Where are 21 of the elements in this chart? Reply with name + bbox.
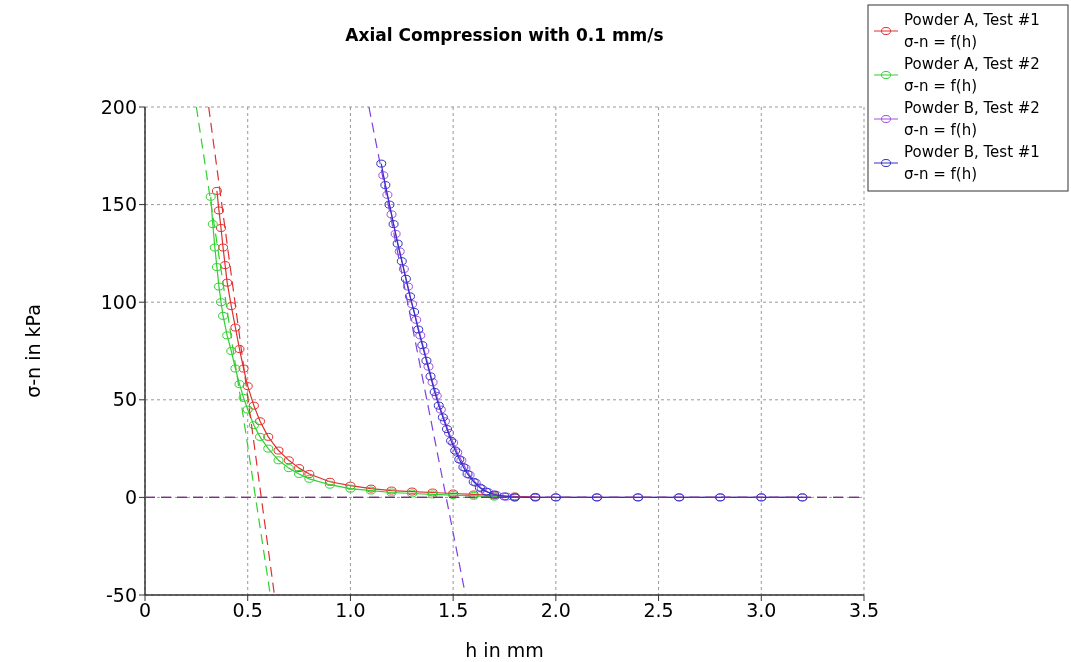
y-tick-label: 200 [100,95,137,118]
y-tick-label: 50 [112,388,137,411]
y-tick-label: 0 [124,486,137,509]
x-tick-label: 0.5 [232,599,263,621]
y-tick-label: 100 [100,290,137,313]
y-tick-label: 150 [100,193,137,216]
legend-label: Powder B, Test #1 σ-n = f(h) [904,143,1040,183]
x-tick-label: 1.5 [438,599,469,621]
x-tick-label: 2.0 [540,599,571,621]
x-tick-label: 1.0 [335,599,366,621]
x-tick-label: 3.0 [746,599,777,621]
y-tick-label: -50 [105,583,137,606]
y-axis-title: σ-n in kPa [22,304,44,398]
x-tick-label: 2.5 [643,599,674,621]
chart-title: Axial Compression with 0.1 mm/s [345,25,664,45]
legend-label: Powder B, Test #2 σ-n = f(h) [904,99,1040,139]
x-axis-title: h in mm [465,639,544,661]
x-tick-label: 0 [138,599,152,621]
x-tick-label: 3.5 [848,599,880,621]
legend-label: Powder A, Test #2 σ-n = f(h) [904,55,1040,95]
legend-label: Powder A, Test #1 σ-n = f(h) [904,11,1040,51]
